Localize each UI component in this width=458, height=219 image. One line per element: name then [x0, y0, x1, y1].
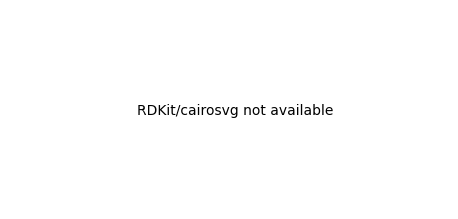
Text: RDKit/cairosvg not available: RDKit/cairosvg not available [136, 104, 333, 118]
